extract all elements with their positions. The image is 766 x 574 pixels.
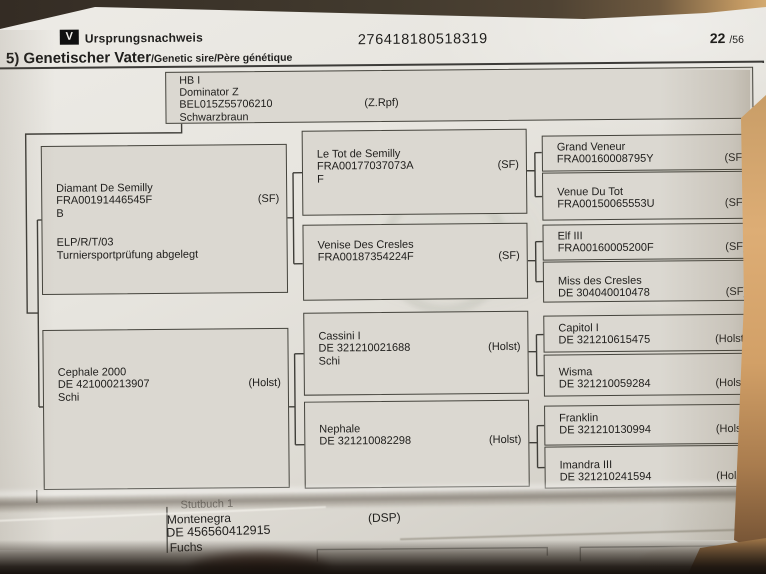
breed-suffix: (DSP)	[367, 510, 401, 526]
bottom-shadow	[0, 540, 766, 574]
connector-gen1-gen2	[24, 123, 183, 408]
connector-g3b3	[528, 333, 544, 377]
connector-sire-sire	[287, 172, 303, 265]
connector-g3b1	[526, 151, 543, 198]
connector-g3b2	[527, 240, 543, 283]
connector-sire-dam	[289, 352, 305, 446]
connector-g3b4	[529, 424, 545, 469]
paper-edge-shadow	[0, 30, 55, 550]
horse-regno: DE 456560412915	[166, 522, 271, 540]
paper-edge-shadow	[660, 70, 750, 540]
